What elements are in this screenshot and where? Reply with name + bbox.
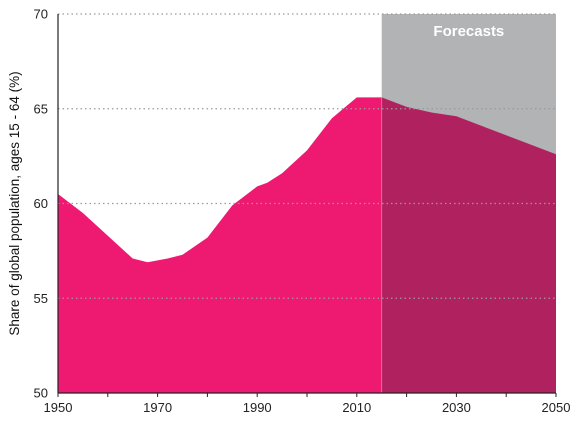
forecast-label: Forecasts <box>433 23 504 40</box>
x-tick-label-2050: 2050 <box>542 400 571 415</box>
area-layer <box>58 97 556 394</box>
y-tick-label-65: 65 <box>34 101 48 116</box>
y-tick-label-60: 60 <box>34 196 48 211</box>
y-axis-title: Share of global population, ages 15 - 64… <box>7 71 22 335</box>
label-layer: 50 55 60 65 70 1950 1970 1990 2010 2030 2050 Share … <box>7 7 570 416</box>
y-tick-label-55: 55 <box>34 291 48 306</box>
x-tick-label-2030: 2030 <box>442 400 471 415</box>
y-tick-label-50: 50 <box>34 386 48 401</box>
axis-layer <box>57 14 557 397</box>
x-tick-label-2010: 2010 <box>342 400 371 415</box>
y-tick-label-70: 70 <box>34 7 48 22</box>
x-tick-label-1950: 1950 <box>44 400 73 415</box>
forecast-area <box>381 97 556 394</box>
historical-area <box>58 97 382 394</box>
grid-layer <box>58 13 556 299</box>
x-tick-label-1990: 1990 <box>243 400 272 415</box>
x-tick-label-1970: 1970 <box>143 400 172 415</box>
